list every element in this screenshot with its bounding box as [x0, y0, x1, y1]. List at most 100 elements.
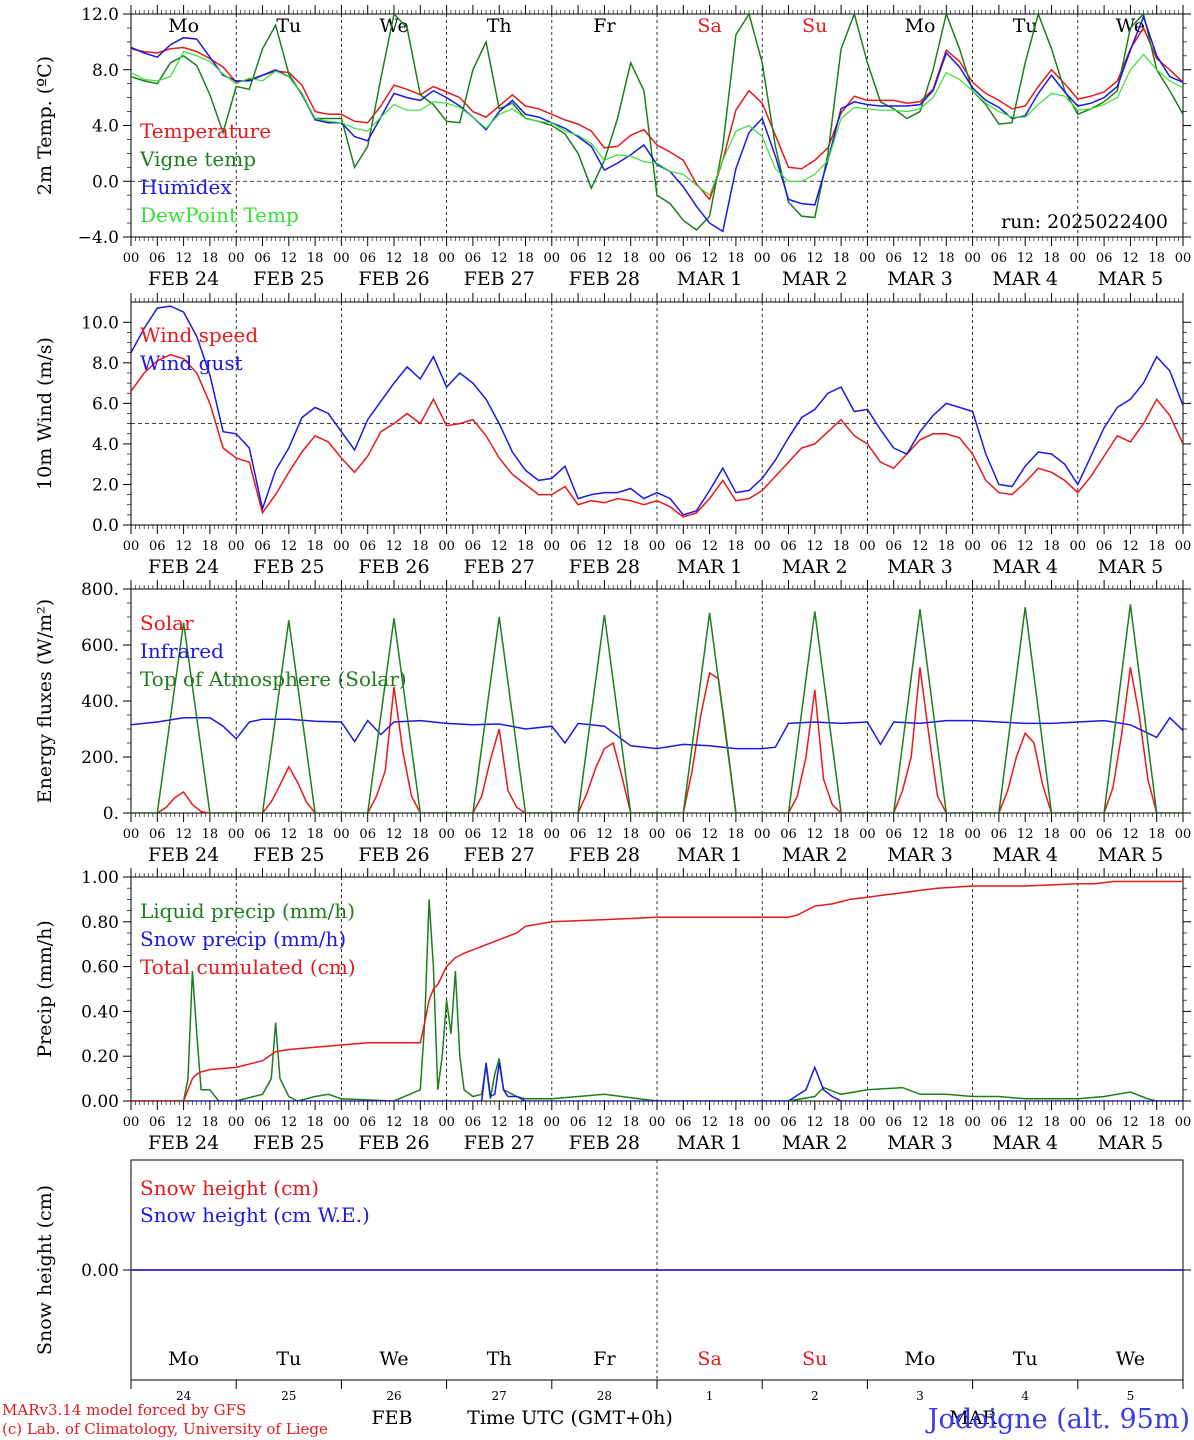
hour-tick-label: 00: [859, 827, 876, 842]
hour-tick-label: 12: [1122, 1115, 1139, 1130]
legend-entry: Humidex: [140, 175, 232, 199]
date-label: MAR 4: [992, 268, 1058, 290]
hour-tick-label: 06: [254, 251, 271, 266]
hour-tick-label: 12: [807, 1115, 824, 1130]
hour-tick-label: 00: [228, 1115, 245, 1130]
y-tick-label: 400.: [81, 692, 119, 712]
hour-tick-label: 00: [438, 539, 455, 554]
hour-tick-label: 18: [622, 827, 639, 842]
hour-tick-label: 00: [333, 827, 350, 842]
hour-tick-label: 18: [622, 251, 639, 266]
hour-tick-label: 18: [1148, 827, 1165, 842]
hour-tick-label: 18: [833, 827, 850, 842]
hour-tick-label: 00: [1175, 539, 1192, 554]
panel-1: 12.0 8.0 4.0 0.0 −4.0 2m Temp. (ºC) 00 06 12 18 00…: [34, 5, 1191, 290]
y-tick-label: 6.0: [92, 394, 119, 414]
hour-tick-label: 00: [333, 1115, 350, 1130]
hour-tick-label: 12: [701, 251, 718, 266]
legend-entry: Vigne temp: [139, 147, 256, 171]
weekday-label: We: [379, 15, 408, 37]
date-label: MAR 1: [677, 1132, 743, 1154]
legend-entry: DewPoint Temp: [140, 203, 299, 227]
hour-tick-label: 06: [1096, 1115, 1113, 1130]
weekday-label: Su: [802, 15, 827, 37]
y-tick-label: 2.0: [92, 475, 119, 495]
weekday-label: Su: [802, 1348, 827, 1370]
hour-tick-label: 06: [359, 827, 376, 842]
hour-tick-label: 18: [938, 1115, 955, 1130]
day-number-label: 4: [1021, 1389, 1029, 1403]
hour-tick-label: 00: [438, 251, 455, 266]
hour-tick-label: 06: [1096, 539, 1113, 554]
lab-credit: (c) Lab. of Climatology, University of L…: [2, 1420, 328, 1438]
legend-entry: Liquid precip (mm/h): [140, 899, 355, 923]
hour-tick-label: 18: [728, 251, 745, 266]
hour-tick-label: 00: [649, 251, 666, 266]
hour-tick-label: 18: [412, 539, 429, 554]
hour-tick-label: 18: [202, 539, 219, 554]
date-label: MAR 2: [782, 1132, 848, 1154]
series-line-snow-precip-mm-h-: [131, 1062, 1183, 1101]
date-label: MAR 2: [782, 268, 848, 290]
date-label: MAR 4: [992, 556, 1058, 578]
hour-tick-label: 06: [675, 251, 692, 266]
date-label: FEB 25: [253, 1132, 324, 1154]
y-axis-label: 2m Temp. (ºC): [34, 56, 56, 195]
hour-tick-label: 06: [675, 827, 692, 842]
legend-entry: Top of Atmosphere (Solar): [140, 667, 407, 691]
hour-tick-label: 06: [780, 827, 797, 842]
date-label: FEB 24: [148, 268, 219, 290]
hour-tick-label: 18: [938, 251, 955, 266]
hour-tick-label: 06: [570, 1115, 587, 1130]
legend-entry: Solar: [140, 611, 194, 635]
hour-tick-label: 06: [991, 827, 1008, 842]
date-label: MAR 5: [1098, 268, 1164, 290]
hour-tick-label: 00: [1070, 1115, 1087, 1130]
date-label: MAR 1: [677, 844, 743, 866]
hour-tick-label: 06: [570, 251, 587, 266]
weekday-label: We: [379, 1348, 408, 1370]
weekday-label: Tu: [1013, 1348, 1038, 1370]
hour-tick-label: 06: [254, 1115, 271, 1130]
hour-tick-label: 06: [359, 251, 376, 266]
date-label: FEB 28: [569, 844, 640, 866]
date-label: FEB 24: [148, 844, 219, 866]
month-label: MAR: [949, 1407, 997, 1429]
hour-tick-label: 12: [281, 827, 298, 842]
hour-tick-label: 00: [123, 1115, 140, 1130]
hour-tick-label: 12: [701, 1115, 718, 1130]
hour-tick-label: 18: [412, 827, 429, 842]
hour-tick-label: 18: [307, 251, 324, 266]
hour-tick-label: 00: [754, 827, 771, 842]
hour-tick-label: 18: [833, 251, 850, 266]
hour-tick-label: 18: [938, 827, 955, 842]
date-label: FEB 27: [464, 1132, 535, 1154]
panel-2: 10.0 8.0 6.0 4.0 2.0 0.0 10m Wind (m/s) 00 06 12 1…: [34, 293, 1191, 578]
hour-tick-label: 12: [912, 1115, 929, 1130]
day-number-label: 1: [706, 1389, 714, 1403]
hour-tick-label: 18: [728, 1115, 745, 1130]
hour-tick-label: 18: [202, 827, 219, 842]
date-label: MAR 3: [887, 844, 953, 866]
hour-tick-label: 00: [859, 539, 876, 554]
hour-tick-label: 18: [728, 539, 745, 554]
y-tick-label: 0.60: [81, 958, 119, 978]
date-label: MAR 5: [1098, 556, 1164, 578]
y-axis-label: Precip (mm/h): [34, 920, 56, 1058]
day-number-label: 26: [386, 1389, 401, 1403]
month-label: FEB: [371, 1407, 412, 1429]
hour-tick-label: 00: [859, 251, 876, 266]
hour-tick-label: 12: [912, 539, 929, 554]
legend-entry: Temperature: [140, 119, 271, 143]
hour-tick-label: 06: [1096, 827, 1113, 842]
hour-tick-label: 00: [123, 539, 140, 554]
hour-tick-label: 00: [1175, 827, 1192, 842]
weekday-label: Sa: [697, 15, 721, 37]
date-label: FEB 28: [569, 556, 640, 578]
plot-frame: [130, 301, 1184, 526]
hour-tick-label: 06: [149, 827, 166, 842]
y-tick-label: 200.: [81, 748, 119, 768]
hour-tick-label: 06: [254, 539, 271, 554]
hour-tick-label: 06: [885, 827, 902, 842]
hour-tick-label: 00: [544, 827, 561, 842]
